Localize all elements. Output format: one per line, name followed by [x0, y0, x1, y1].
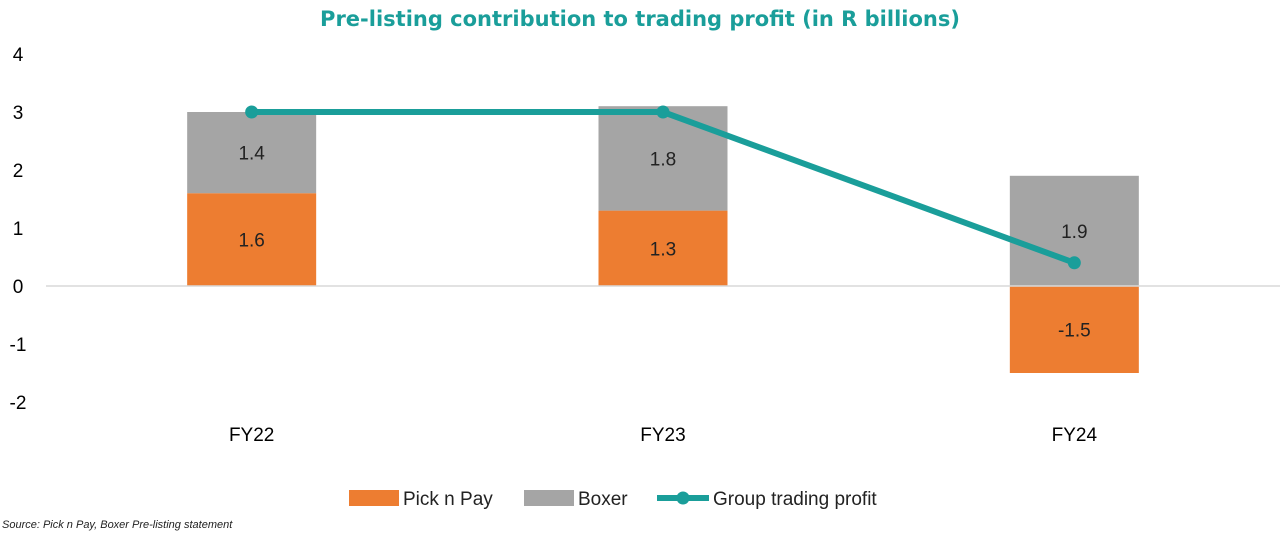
- line-point: [1067, 256, 1081, 270]
- data-label: -1.5: [1058, 321, 1091, 342]
- data-label: 1.3: [650, 239, 676, 260]
- y-tick-label: 4: [13, 45, 24, 66]
- chart-title: Pre-listing contribution to trading prof…: [320, 7, 960, 31]
- bar-boxer-fy23: [598, 106, 728, 211]
- source-note: Source: Pick n Pay, Boxer Pre-listing st…: [2, 519, 233, 531]
- y-tick-label: 2: [13, 161, 24, 182]
- y-tick-label: 1: [13, 219, 24, 240]
- y-tick-label: 0: [13, 277, 24, 298]
- y-tick-label: -1: [10, 335, 27, 356]
- y-tick-label: -2: [10, 393, 27, 414]
- line-point: [245, 105, 259, 119]
- y-tick-label: 3: [13, 103, 24, 124]
- y-axis: 4 3 2 1 0 -1 -2: [10, 45, 27, 414]
- line-series: [245, 105, 1081, 270]
- bar-pick-n-pay-fy24: [1009, 286, 1139, 373]
- data-labels: 1.6 1.4 1.3 1.8 -1.5 1.9: [238, 144, 1090, 342]
- legend-swatch: [524, 490, 574, 506]
- x-tick-label: FY24: [1052, 425, 1098, 446]
- legend-label: Pick n Pay: [403, 489, 493, 510]
- bars: [187, 106, 1139, 373]
- legend-label: Group trading profit: [713, 489, 877, 510]
- legend-label: Boxer: [578, 489, 628, 510]
- x-axis: FY22 FY23 FY24: [229, 425, 1098, 446]
- legend-marker: [676, 491, 690, 505]
- x-tick-label: FY22: [229, 425, 274, 446]
- data-label: 1.8: [650, 149, 676, 170]
- data-label: 1.6: [238, 231, 264, 252]
- x-tick-label: FY23: [640, 425, 685, 446]
- line-point: [656, 105, 670, 119]
- legend-swatch: [349, 490, 399, 506]
- data-label: 1.9: [1061, 222, 1087, 243]
- bar-pick-n-pay-fy23: [598, 210, 728, 286]
- bar-boxer-fy22: [187, 112, 317, 194]
- data-label: 1.4: [238, 144, 265, 165]
- legend: Pick n Pay Boxer Group trading profit: [349, 489, 877, 510]
- bar-pick-n-pay-fy22: [187, 193, 317, 286]
